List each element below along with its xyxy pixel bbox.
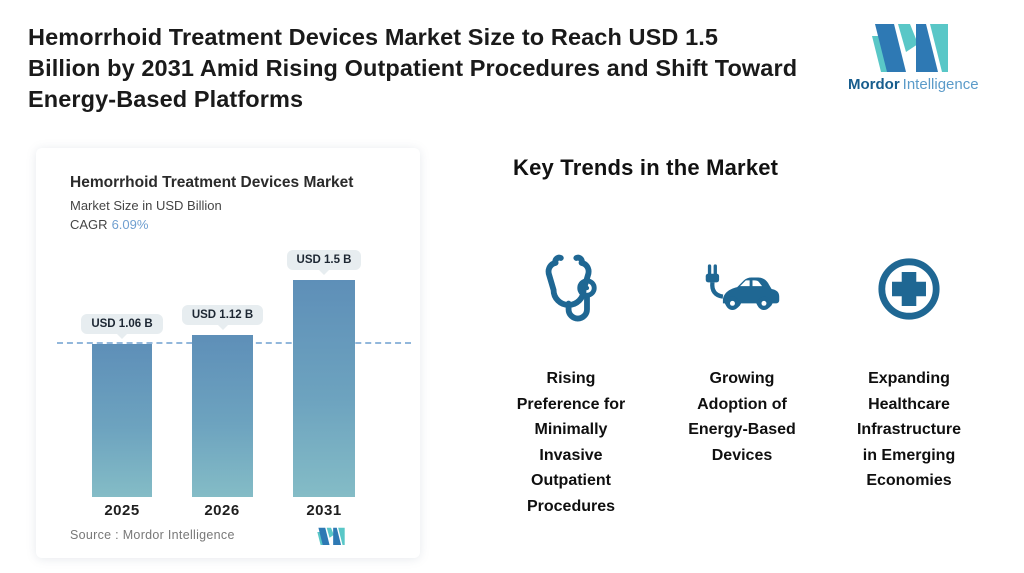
- trend-label: Expanding Healthcare Infrastructure in E…: [856, 370, 962, 489]
- bar-value-badge: USD 1.12 B: [181, 305, 264, 330]
- chart-title: Hemorrhoid Treatment Devices Market: [70, 174, 354, 191]
- chart-header: Hemorrhoid Treatment Devices Market Mark…: [70, 174, 353, 232]
- brand-wordmark: Mordor Intelligence: [848, 76, 979, 93]
- cagr-value: 6.09%: [111, 217, 149, 232]
- bar-value-badge: USD 1.06 B: [81, 314, 163, 339]
- brand-name-primary: Mordor: [848, 76, 900, 93]
- brand-logo: Mordor Intelligence: [848, 22, 979, 93]
- trend-label: Rising Preference for Minimally Invasive…: [516, 370, 626, 515]
- source-attribution: Source : Mordor Intelligence: [70, 528, 235, 542]
- electric-car-icon: [700, 250, 784, 328]
- bar-2026: [192, 335, 253, 497]
- x-axis-label-2031: 2031: [306, 502, 342, 519]
- mordor-logo-icon-small: [317, 527, 345, 545]
- trends-heading: Key Trends in the Market: [513, 155, 779, 180]
- brand-name-secondary: Intelligence: [902, 76, 979, 93]
- bar-value-badge: USD 1.5 B: [286, 250, 362, 275]
- bar-2025: [92, 344, 152, 497]
- bar-group-2026: USD 1.12 B: [181, 305, 264, 497]
- chart-cagr: CAGR 6.09%: [70, 217, 353, 232]
- page-title: Hemorrhoid Treatment Devices Market Size…: [28, 24, 798, 112]
- x-axis-label-2025: 2025: [104, 502, 140, 519]
- cagr-label: CAGR: [70, 217, 108, 232]
- stethoscope-icon: [540, 250, 602, 328]
- bar-2031: [293, 280, 355, 497]
- trend-item-energy-devices: Growing Adoption of Energy-Based Devices: [657, 250, 827, 468]
- market-chart-card: Hemorrhoid Treatment Devices Market Mark…: [36, 148, 420, 558]
- x-axis-label-2026: 2026: [204, 502, 240, 519]
- trend-item-healthcare-infrastructure: Expanding Healthcare Infrastructure in E…: [824, 250, 994, 494]
- trend-label: Growing Adoption of Energy-Based Devices: [688, 370, 796, 464]
- medical-cross-icon: [876, 250, 942, 328]
- bar-group-2031: USD 1.5 B: [286, 250, 362, 497]
- mordor-logo-icon: [872, 24, 948, 72]
- bar-group-2025: USD 1.06 B: [81, 314, 163, 497]
- chart-subtitle: Market Size in USD Billion: [70, 198, 222, 213]
- trend-item-outpatient: Rising Preference for Minimally Invasive…: [486, 250, 656, 519]
